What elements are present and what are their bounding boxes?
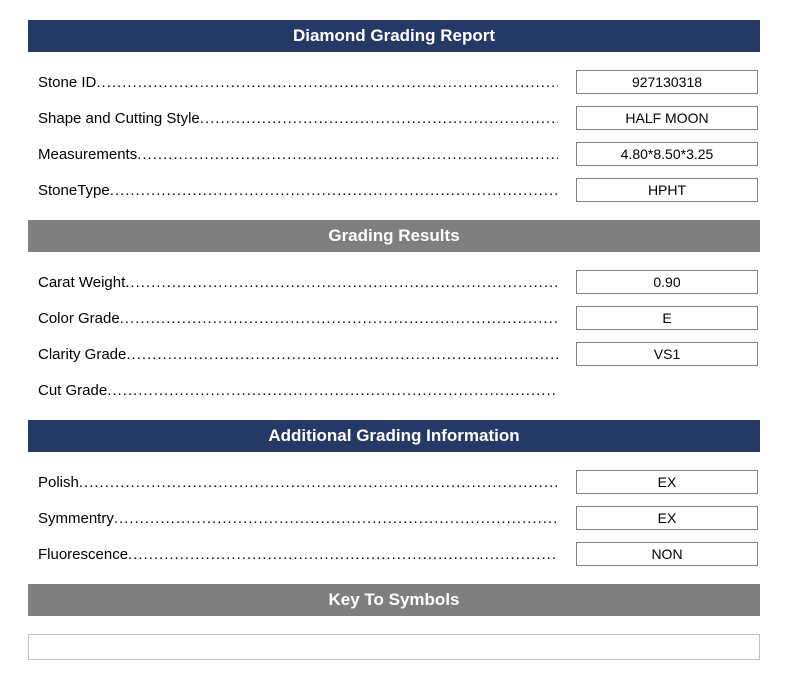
- row-label: StoneType: [38, 182, 110, 199]
- row-label: Stone ID: [38, 74, 96, 91]
- value-clarity-grade: VS1: [576, 342, 758, 366]
- leader-dots: [107, 382, 558, 399]
- row-clarity-grade: Clarity Grade VS1: [28, 342, 760, 366]
- section-title-additional: Additional Grading Information: [268, 426, 519, 445]
- row-symmetry: Symmentry EX: [28, 506, 760, 530]
- label-wrap: Color Grade: [38, 310, 558, 327]
- row-measurements: Measurements 4.80*8.50*3.25: [28, 142, 760, 166]
- label-wrap: Polish: [38, 474, 558, 491]
- value-carat-weight: 0.90: [576, 270, 758, 294]
- row-label: Cut Grade: [38, 382, 107, 399]
- leader-dots: [128, 546, 558, 563]
- value-color-grade: E: [576, 306, 758, 330]
- value-polish: EX: [576, 470, 758, 494]
- additional-rows: Polish EX Symmentry EX Fluorescence NON: [28, 470, 760, 566]
- value-stone-type: HPHT: [576, 178, 758, 202]
- symbols-content-box: [28, 634, 760, 660]
- section-header-symbols: Key To Symbols: [28, 584, 760, 616]
- row-cut-grade: Cut Grade: [28, 378, 760, 402]
- leader-dots: [114, 510, 558, 527]
- row-color-grade: Color Grade E: [28, 306, 760, 330]
- value-stone-id: 927130318: [576, 70, 758, 94]
- leader-dots: [79, 474, 558, 491]
- section-header-additional: Additional Grading Information: [28, 420, 760, 452]
- label-wrap: Clarity Grade: [38, 346, 558, 363]
- row-label: Clarity Grade: [38, 346, 126, 363]
- label-wrap: Cut Grade: [38, 382, 558, 399]
- section-title-main: Diamond Grading Report: [293, 26, 495, 45]
- label-wrap: StoneType: [38, 182, 558, 199]
- row-polish: Polish EX: [28, 470, 760, 494]
- label-wrap: Carat Weight: [38, 274, 558, 291]
- value-shape-cutting: HALF MOON: [576, 106, 758, 130]
- section-header-main: Diamond Grading Report: [28, 20, 760, 52]
- label-wrap: Symmentry: [38, 510, 558, 527]
- main-rows: Stone ID 927130318 Shape and Cutting Sty…: [28, 70, 760, 202]
- label-wrap: Measurements: [38, 146, 558, 163]
- row-carat-weight: Carat Weight 0.90: [28, 270, 760, 294]
- row-label: Shape and Cutting Style: [38, 110, 200, 127]
- section-title-grading: Grading Results: [328, 226, 459, 245]
- grading-rows: Carat Weight 0.90 Color Grade E Clarity …: [28, 270, 760, 402]
- row-label: Measurements: [38, 146, 137, 163]
- label-wrap: Shape and Cutting Style: [38, 110, 558, 127]
- leader-dots: [120, 310, 558, 327]
- value-measurements: 4.80*8.50*3.25: [576, 142, 758, 166]
- row-stone-id: Stone ID 927130318: [28, 70, 760, 94]
- row-label: Fluorescence: [38, 546, 128, 563]
- row-stone-type: StoneType HPHT: [28, 178, 760, 202]
- leader-dots: [110, 182, 558, 199]
- label-wrap: Stone ID: [38, 74, 558, 91]
- leader-dots: [125, 274, 558, 291]
- row-label: Carat Weight: [38, 274, 125, 291]
- leader-dots: [200, 110, 558, 127]
- leader-dots: [126, 346, 558, 363]
- row-shape-cutting: Shape and Cutting Style HALF MOON: [28, 106, 760, 130]
- row-label: Symmentry: [38, 510, 114, 527]
- leader-dots: [96, 74, 558, 91]
- row-label: Color Grade: [38, 310, 120, 327]
- row-fluorescence: Fluorescence NON: [28, 542, 760, 566]
- value-fluorescence: NON: [576, 542, 758, 566]
- label-wrap: Fluorescence: [38, 546, 558, 563]
- leader-dots: [137, 146, 558, 163]
- section-title-symbols: Key To Symbols: [329, 590, 460, 609]
- value-symmetry: EX: [576, 506, 758, 530]
- section-header-grading: Grading Results: [28, 220, 760, 252]
- row-label: Polish: [38, 474, 79, 491]
